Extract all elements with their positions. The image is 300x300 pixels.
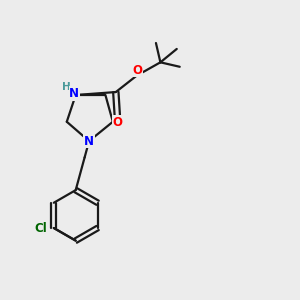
Text: O: O (133, 64, 142, 77)
Text: N: N (84, 135, 94, 148)
Text: H: H (62, 82, 71, 92)
Text: N: N (69, 87, 79, 100)
Text: Cl: Cl (34, 221, 47, 235)
Text: O: O (112, 116, 122, 129)
